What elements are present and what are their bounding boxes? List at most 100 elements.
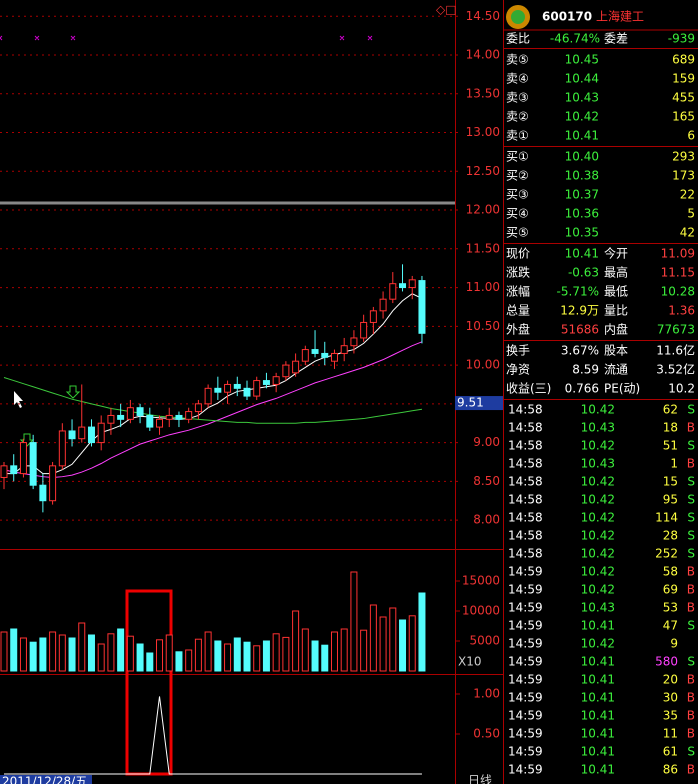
- candle-body: [58, 430, 66, 467]
- quote-cell: B: [687, 727, 695, 741]
- quote-cell: S: [687, 511, 695, 525]
- quote-cell: 35: [663, 709, 678, 723]
- quote-cell: 14:59: [508, 637, 543, 651]
- volume-bar: [399, 619, 407, 672]
- quote-cell: 165: [672, 110, 695, 124]
- candle-body: [107, 414, 115, 424]
- candle-body: [233, 383, 241, 389]
- price-marker: 9.51: [457, 396, 484, 410]
- volume-bar: [350, 571, 358, 672]
- quote-cell: 涨跌: [506, 265, 530, 280]
- quote-cell: 3.67%: [561, 344, 599, 358]
- volume-bar: [272, 633, 280, 672]
- quote-cell: 收益(三): [506, 382, 551, 396]
- quote-cell: 14:58: [508, 475, 543, 489]
- y-tick-label: 10000: [462, 604, 500, 618]
- candle-body: [49, 465, 57, 502]
- quote-cell: 10.43: [581, 421, 615, 435]
- quote-cell: 14:58: [508, 511, 543, 525]
- quote-cell: 10.41: [581, 745, 615, 759]
- candle-body: [369, 310, 377, 323]
- quote-cell: 14:59: [508, 583, 543, 597]
- volume-bar: [194, 638, 202, 672]
- volume-bar: [156, 639, 164, 672]
- quote-cell: 卖④: [506, 72, 529, 86]
- quote-cell: B: [687, 583, 695, 597]
- candle-body: [10, 465, 18, 475]
- quote-cell: 3.52亿: [656, 362, 695, 377]
- y-tick-label: 10.00: [466, 358, 500, 372]
- quote-cell: 10.41: [581, 763, 615, 777]
- quote-cell: 10.37: [565, 188, 599, 202]
- quote-cell: 14:59: [508, 601, 543, 615]
- quote-cell: 10.42: [581, 637, 615, 651]
- quote-cell: 现价: [506, 247, 530, 261]
- quote-cell: 14:58: [508, 529, 543, 543]
- candle-body: [78, 426, 86, 440]
- candle-body: [408, 279, 416, 289]
- quote-cell: 580: [655, 655, 678, 669]
- volume-bar: [233, 637, 241, 672]
- quote-cell: 10.2: [668, 382, 695, 396]
- quote-cell: 114: [655, 511, 678, 525]
- quote-cell: 15: [663, 475, 678, 489]
- volume-bar: [340, 628, 348, 672]
- y-tick-label: 12.50: [466, 164, 500, 178]
- candle-body: [379, 298, 387, 312]
- quote-cell: 买②: [506, 169, 529, 183]
- candle-body: [399, 283, 407, 289]
- quote-cell: B: [687, 601, 695, 615]
- quote-cell: 14:59: [508, 691, 543, 705]
- volume-bar: [204, 631, 212, 672]
- y-tick-label: 0.50: [473, 727, 500, 741]
- quote-cell: 卖⑤: [506, 53, 529, 67]
- y-tick-label: 5000: [469, 634, 500, 648]
- volume-bar: [408, 615, 416, 672]
- quote-cell: 10.42: [581, 439, 615, 453]
- y-tick-label: 15000: [462, 574, 500, 588]
- candle-body: [262, 380, 270, 385]
- volume-bar: [311, 640, 319, 672]
- quote-cell: 14:59: [508, 565, 543, 579]
- y-tick-label: 12.00: [466, 203, 500, 217]
- quote-cell: 159: [672, 72, 695, 86]
- quote-cell: S: [687, 475, 695, 489]
- candle-body: [126, 407, 134, 420]
- volume-bar: [97, 643, 105, 672]
- quote-cell: 今开: [604, 246, 628, 261]
- quote-cell: 10.43: [581, 457, 615, 471]
- candle-body: [292, 360, 300, 374]
- date-label: 2011/12/28/五: [2, 775, 87, 784]
- candle-body: [117, 414, 125, 420]
- quote-cell: 10.41: [581, 727, 615, 741]
- quote-cell: 9: [670, 637, 678, 651]
- volume-bar: [68, 637, 76, 672]
- quote-cell: S: [687, 547, 695, 561]
- quote-cell: 买④: [506, 207, 529, 221]
- quote-cell: 10.42: [581, 511, 615, 525]
- candle-body: [146, 414, 154, 428]
- volume-bar: [243, 641, 251, 672]
- quote-cell: 10.43: [581, 601, 615, 615]
- quote-cell: 6: [687, 129, 695, 143]
- quote-cell: 10.41: [565, 247, 599, 261]
- quote-cell: 1.36: [668, 304, 695, 318]
- quote-cell: B: [687, 691, 695, 705]
- quote-cell: 61: [663, 745, 678, 759]
- quote-cell: S: [687, 439, 695, 453]
- quote-cell: 14:58: [508, 547, 543, 561]
- candle-body: [340, 345, 348, 354]
- y-tick-label: 9.00: [473, 435, 500, 449]
- quote-cell: 173: [672, 169, 695, 183]
- quote-cell: 买⑤: [506, 226, 529, 240]
- candle-body: [39, 484, 47, 502]
- candle-body: [204, 387, 212, 405]
- line: [3, 341, 423, 478]
- quote-cell: 11: [663, 727, 678, 741]
- candle-body: [68, 430, 76, 440]
- header: 600170 上海建工: [506, 5, 644, 29]
- quote-cell: 62: [663, 403, 678, 417]
- candle-body: [330, 352, 338, 362]
- candle-body: [418, 280, 426, 334]
- quote-cell: 455: [672, 91, 695, 105]
